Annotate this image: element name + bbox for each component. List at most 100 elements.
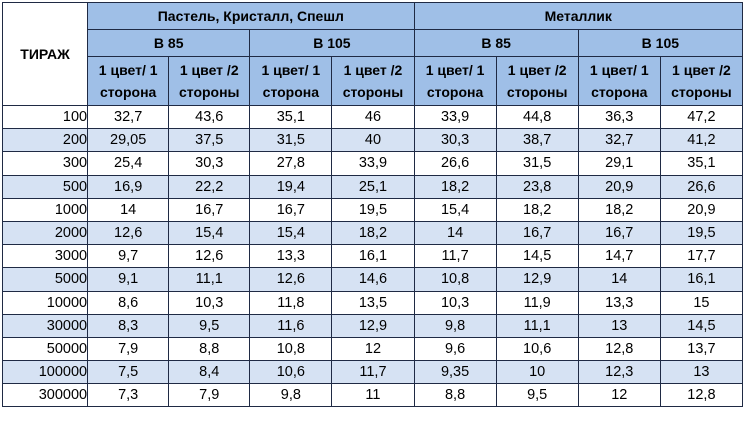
table-row: 1000 14 16,7 16,7 19,5 15,4 18,2 18,2 20,9 [1, 197, 744, 222]
column-header: 1 цвет/ 1 сторона [577, 56, 661, 106]
table-row: 3000 9,7 12,6 13,3 16,1 11,7 14,5 14,7 17,7 [1, 244, 744, 269]
column-header: 1 цвет/ 1 сторона [249, 56, 333, 106]
price-cell: 12,9 [495, 267, 579, 292]
price-cell: 13,5 [331, 290, 415, 315]
price-cell: 8,4 [168, 360, 251, 385]
column-header-line2: сторона [262, 84, 320, 100]
price-cell: 35,1 [249, 104, 333, 130]
column-header-line2: стороны [506, 84, 568, 100]
price-cell: 10 [495, 360, 579, 385]
price-cell: 26,6 [659, 174, 744, 199]
price-cell: 20,9 [659, 197, 744, 222]
price-cell: 11,6 [249, 313, 333, 338]
price-cell: 12,8 [577, 336, 661, 362]
price-cell: 9,5 [495, 383, 579, 408]
price-cell: 14 [577, 267, 661, 292]
subgroup-header: B 105 [249, 29, 415, 57]
table-row: 10000 8,6 10,3 11,8 13,5 10,3 11,9 13,3 15 [1, 290, 744, 315]
column-header: 1 цвет/ 1 сторона [87, 56, 170, 106]
price-cell: 17,7 [659, 244, 744, 269]
price-cell: 7,3 [87, 383, 170, 408]
price-cell: 9,7 [87, 244, 170, 269]
qty-cell: 100 [1, 104, 89, 130]
price-cell: 31,5 [495, 151, 579, 176]
column-header: 1 цвет /2 стороны [168, 56, 251, 106]
column-header: 1 цвет /2 стороны [659, 56, 744, 106]
price-cell: 14,7 [577, 244, 661, 269]
price-cell: 18,2 [413, 174, 497, 199]
price-cell: 37,5 [168, 128, 251, 153]
column-header-line2: стороны [671, 84, 732, 100]
column-header-line1: 1 цвет/ 1 [589, 62, 649, 78]
table-header: ТИРАЖ Пастель, Кристалл, Спешл Металлик … [1, 2, 744, 106]
price-cell: 7,5 [87, 360, 170, 385]
price-cell: 13 [659, 360, 744, 385]
column-header-line2: стороны [342, 84, 404, 100]
qty-cell: 300000 [1, 383, 89, 408]
table-row: 500 16,9 22,2 19,4 25,1 18,2 23,8 20,9 26,6 [1, 174, 744, 199]
column-header-line2: сторона [99, 84, 157, 100]
price-cell: 46 [331, 104, 415, 130]
column-header-line1: 1 цвет /2 [179, 62, 239, 78]
price-cell: 7,9 [168, 383, 251, 408]
price-cell: 35,1 [659, 151, 744, 176]
price-cell: 12,3 [577, 360, 661, 385]
price-cell: 15,4 [168, 220, 251, 246]
qty-cell: 500 [1, 174, 89, 199]
price-cell: 11,1 [168, 267, 251, 292]
price-cell: 16,7 [495, 220, 579, 246]
group-header-metallic: Металлик [413, 2, 744, 30]
price-cell: 10,8 [413, 267, 497, 292]
column-header: 1 цвет /2 стороны [495, 56, 579, 106]
column-header-line1: 1 цвет /2 [672, 62, 731, 78]
column-header-line2: стороны [178, 84, 240, 100]
price-cell: 14 [413, 220, 497, 246]
price-cell: 12,9 [331, 313, 415, 338]
price-cell: 19,5 [659, 220, 744, 246]
table-row: 300000 7,3 7,9 9,8 11 8,8 9,5 12 12,8 [1, 383, 744, 408]
column-header-line2: сторона [591, 84, 648, 100]
price-cell: 26,6 [413, 151, 497, 176]
price-cell: 8,8 [413, 383, 497, 408]
subgroup-header-row: B 85 B 105 B 85 B 105 [3, 29, 744, 57]
price-cell: 32,7 [87, 104, 170, 130]
price-cell: 27,8 [249, 151, 333, 176]
price-cell: 41,2 [659, 128, 744, 153]
price-cell: 9,8 [413, 313, 497, 338]
table-row: 100 32,7 43,6 35,1 46 33,9 44,8 36,3 47,2 [1, 104, 744, 130]
price-cell: 12,6 [168, 244, 251, 269]
table-row: 200 29,05 37,5 31,5 40 30,3 38,7 32,7 41,2 [1, 128, 744, 153]
price-cell: 13,3 [249, 244, 333, 269]
qty-cell: 30000 [1, 313, 89, 338]
price-cell: 29,05 [87, 128, 170, 153]
price-cell: 9,6 [413, 336, 497, 362]
price-cell: 10,6 [249, 360, 333, 385]
price-cell: 8,6 [87, 290, 170, 315]
price-cell: 11,1 [495, 313, 579, 338]
qty-cell: 200 [1, 128, 89, 153]
price-cell: 31,5 [249, 128, 333, 153]
table-row: 300 25,4 30,3 27,8 33,9 26,6 31,5 29,1 35,1 [1, 151, 744, 176]
qty-cell: 5000 [1, 267, 89, 292]
table-row: 30000 8,3 9,5 11,6 12,9 9,8 11,1 13 14,5 [1, 313, 744, 338]
price-cell: 14,5 [495, 244, 579, 269]
price-cell: 30,3 [168, 151, 251, 176]
subgroup-header: B 105 [577, 29, 744, 57]
group-header-row: ТИРАЖ Пастель, Кристалл, Спешл Металлик [1, 2, 744, 106]
price-cell: 8,8 [168, 336, 251, 362]
price-cell: 14,6 [331, 267, 415, 292]
qty-cell: 3000 [1, 244, 89, 269]
price-cell: 16,7 [249, 197, 333, 222]
qty-cell: 2000 [1, 220, 89, 246]
price-cell: 43,6 [168, 104, 251, 130]
price-cell: 15,4 [413, 197, 497, 222]
column-header-line1: 1 цвет /2 [507, 62, 567, 78]
price-cell: 44,8 [495, 104, 579, 130]
price-cell: 29,1 [577, 151, 661, 176]
price-cell: 13,7 [659, 336, 744, 362]
price-table: ТИРАЖ Пастель, Кристалл, Спешл Металлик … [1, 2, 744, 408]
price-cell: 33,9 [413, 104, 497, 130]
price-cell: 38,7 [495, 128, 579, 153]
column-header-line1: 1 цвет/ 1 [98, 62, 158, 78]
price-cell: 10,3 [168, 290, 251, 315]
